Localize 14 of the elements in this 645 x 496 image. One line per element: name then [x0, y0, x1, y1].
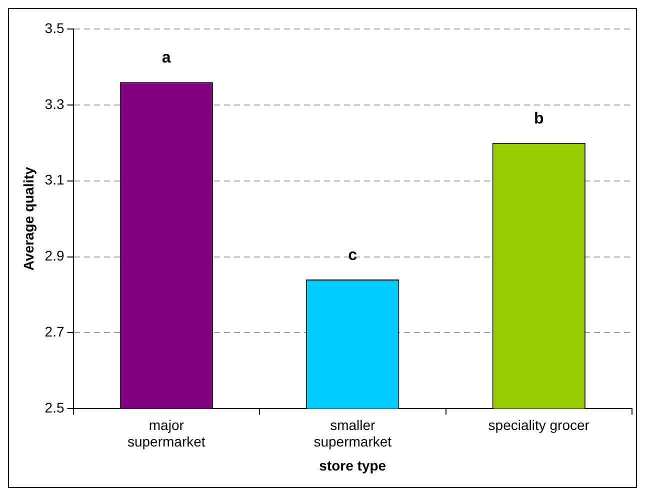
x-axis-title: store type: [319, 457, 386, 474]
x-tick-label: speciality grocer: [488, 416, 590, 433]
y-tick-label: 3.5: [44, 20, 64, 36]
y-tick-label: 2.5: [44, 399, 64, 416]
y-tick-label: 3.1: [44, 172, 64, 188]
y-tick-label: 2.7: [44, 324, 64, 340]
annotation: c: [348, 246, 358, 264]
y-tick-label: 3.3: [44, 96, 64, 112]
annotation: b: [534, 110, 544, 128]
x-tick-label: smaller supermarket: [314, 416, 392, 450]
y-axis-title: Average quality: [20, 166, 36, 271]
y-tick-label: 2.9: [44, 248, 64, 264]
annotation: a: [162, 50, 171, 67]
x-tick-label: major supermarket: [127, 416, 206, 450]
